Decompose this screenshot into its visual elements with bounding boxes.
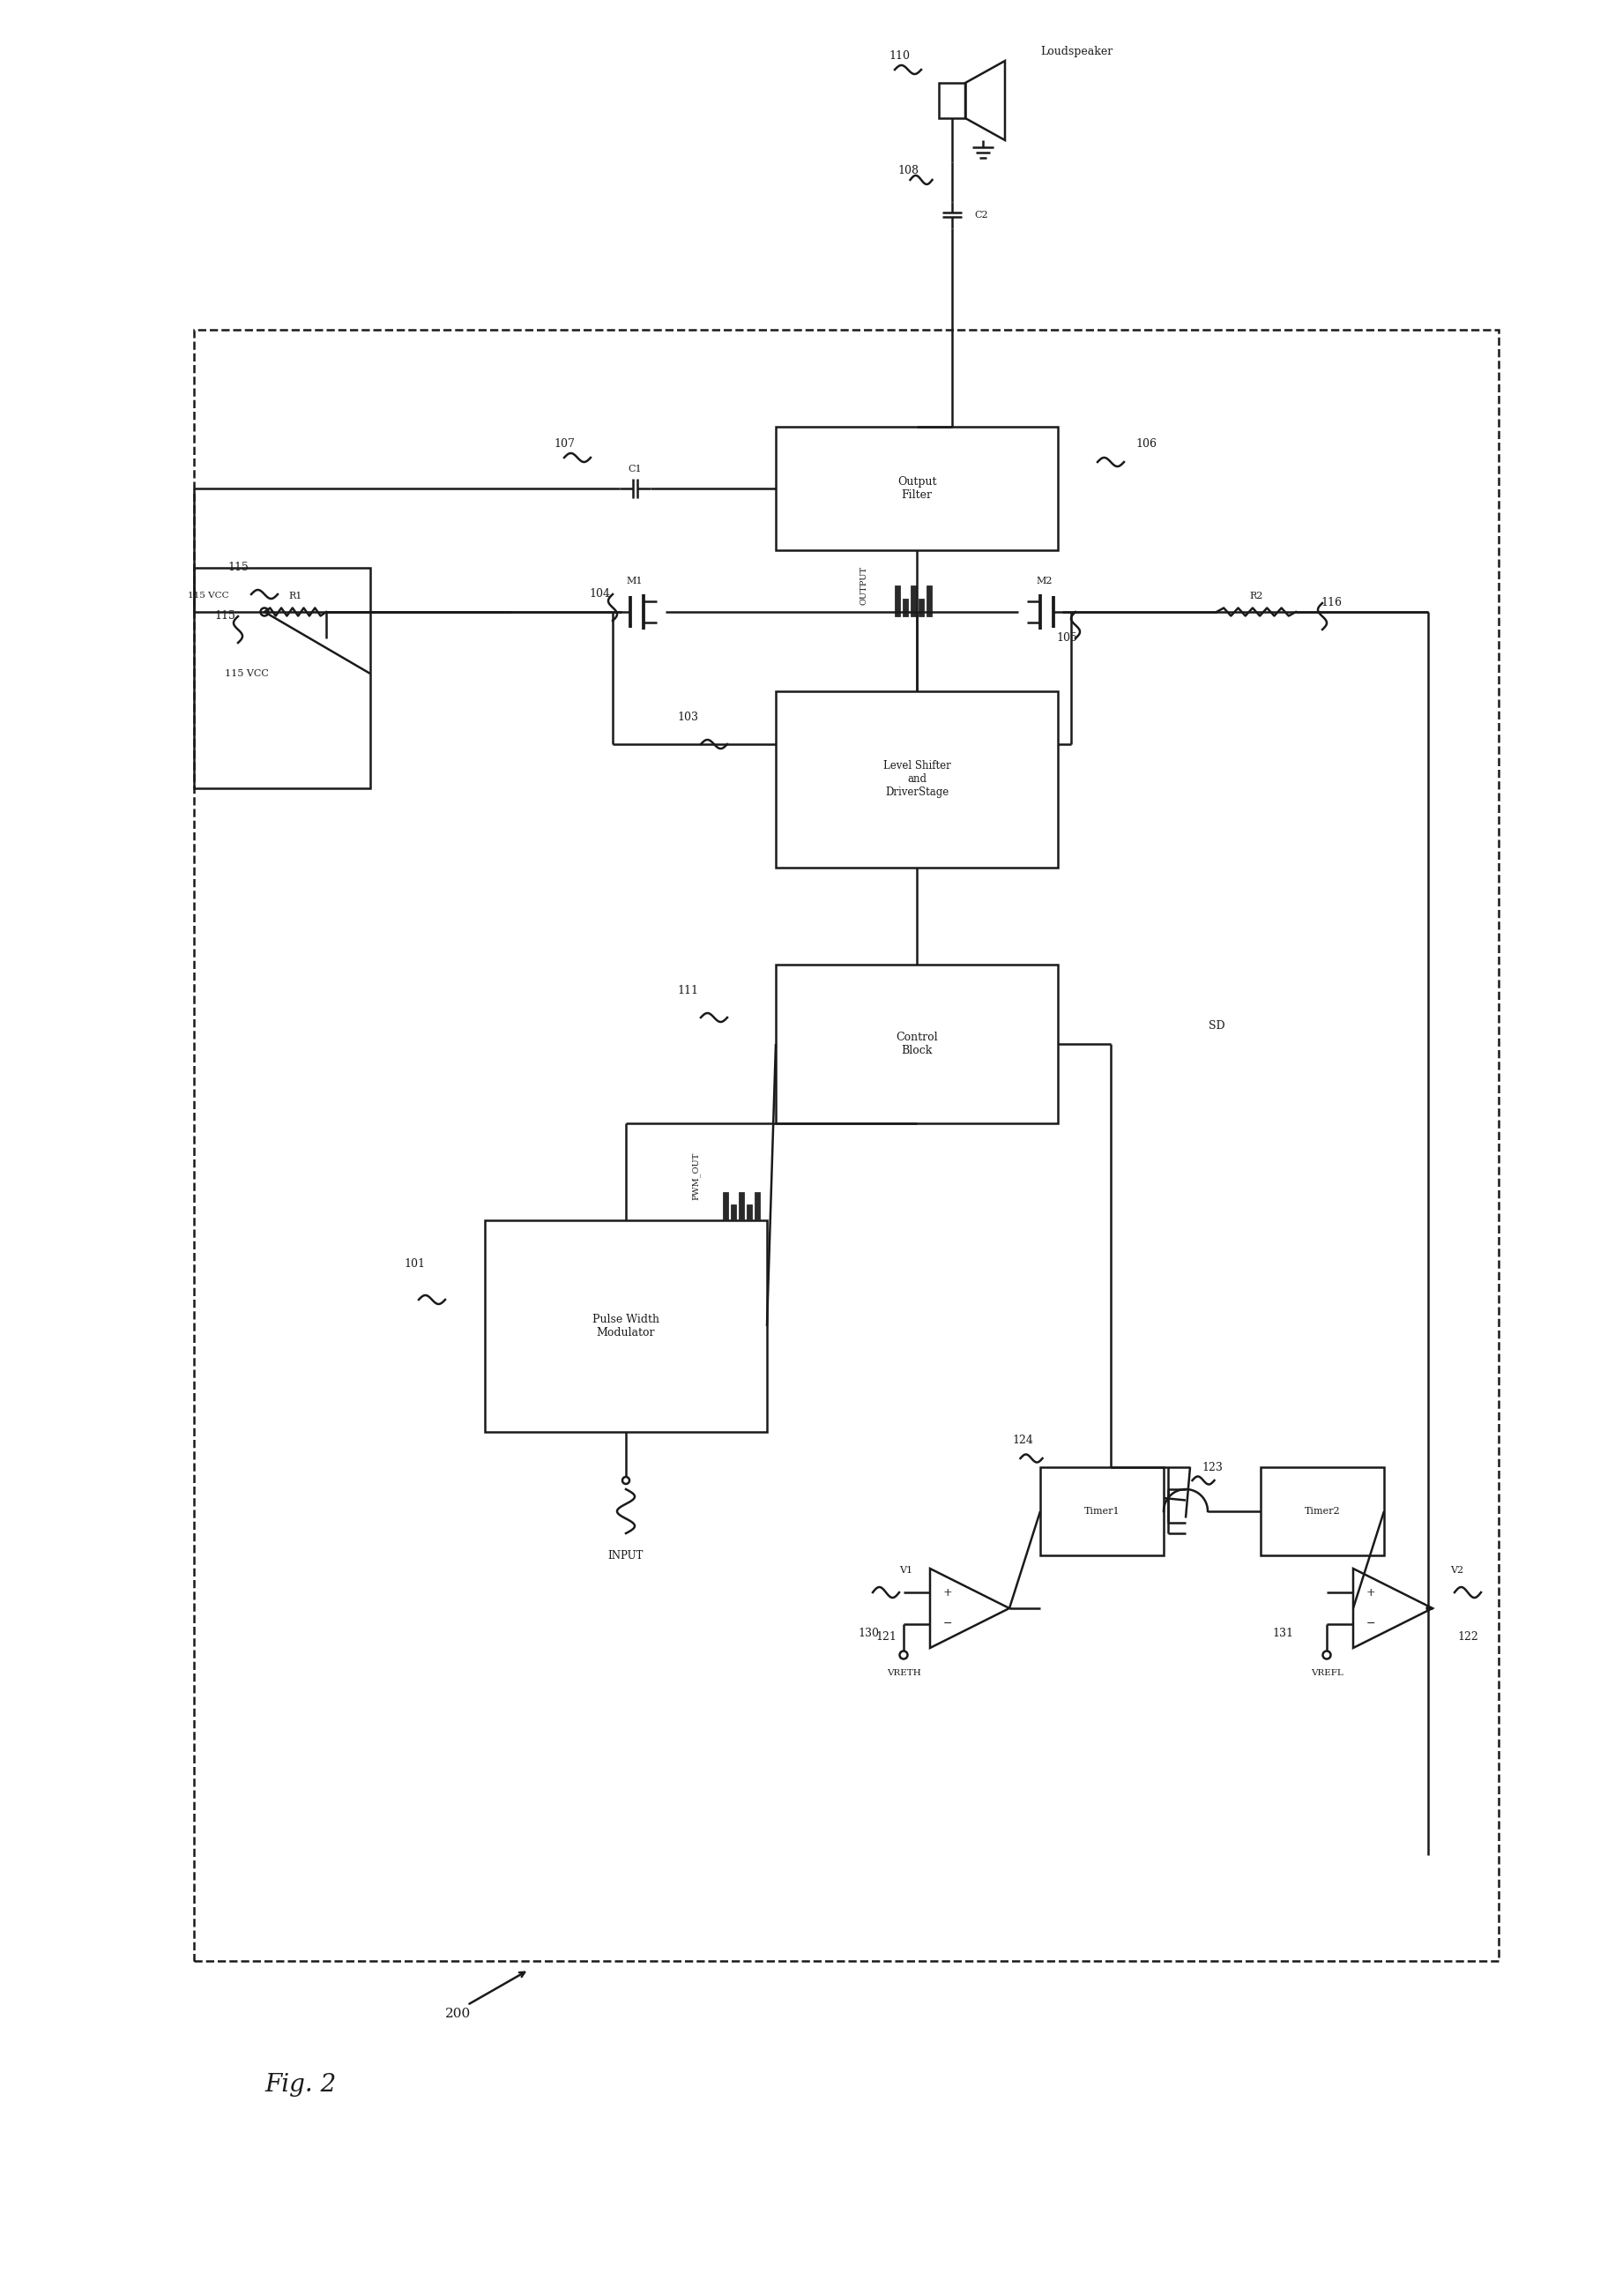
Text: 107: 107 [554,439,575,450]
Text: Timer1: Timer1 [1084,1506,1119,1515]
Text: Level Shifter
and
DriverStage: Level Shifter and DriverStage [883,760,951,799]
Text: V1: V1 [900,1566,912,1575]
Bar [911,585,916,615]
Text: 115: 115 [215,611,236,622]
Text: +: + [943,1587,953,1598]
Bar [724,1192,728,1219]
Text: 111: 111 [677,985,698,996]
Bar [1040,1467,1164,1554]
Text: Fig. 2: Fig. 2 [265,2073,336,2096]
Text: 200: 200 [446,2007,472,2020]
Bar [732,1205,736,1219]
Text: +: + [1366,1587,1376,1598]
Bar [738,1192,745,1219]
Text: 103: 103 [677,712,698,723]
Text: 101: 101 [404,1258,425,1270]
Bar [1261,1467,1384,1554]
Bar [775,427,1058,551]
Text: C1: C1 [628,464,641,473]
Text: −: − [1366,1619,1376,1630]
Text: Control
Block: Control Block [896,1031,938,1056]
Bar [194,567,370,788]
Text: 115 VCC: 115 VCC [224,668,268,677]
Bar [775,691,1058,868]
Bar [919,599,924,615]
Text: OUTPUT: OUTPUT [859,567,867,604]
Text: 122: 122 [1457,1630,1478,1642]
Bar [775,964,1058,1123]
Bar [194,331,1499,1961]
Text: 104: 104 [589,588,610,599]
Text: V2: V2 [1450,1566,1463,1575]
Text: 121: 121 [875,1630,896,1642]
Text: VREFL: VREFL [1310,1669,1344,1676]
Bar [927,585,932,615]
Text: Pulse Width
Modulator: Pulse Width Modulator [593,1313,659,1339]
Text: R2: R2 [1250,592,1263,602]
Text: VRETH: VRETH [887,1669,921,1676]
Text: Output
Filter: Output Filter [898,475,937,501]
Text: 131: 131 [1273,1628,1294,1639]
Text: M2: M2 [1037,576,1053,585]
Text: 115: 115 [228,563,249,574]
Bar [903,599,908,615]
Text: 123: 123 [1202,1463,1223,1474]
Text: 115 VCC: 115 VCC [187,592,229,599]
Bar [895,585,900,615]
Text: C2: C2 [974,211,988,220]
Text: Loudspeaker: Loudspeaker [1040,46,1113,57]
Text: Timer2: Timer2 [1305,1506,1340,1515]
Text: 106: 106 [1135,439,1156,450]
Text: 124: 124 [1013,1435,1034,1446]
Bar [938,83,966,117]
Text: INPUT: INPUT [609,1550,644,1561]
Text: SD: SD [1208,1022,1224,1033]
Text: M1: M1 [627,576,643,585]
Bar [746,1205,753,1219]
Text: R1: R1 [289,592,302,602]
Circle shape [1426,1607,1429,1609]
Text: 130: 130 [858,1628,879,1639]
Text: PWM_OUT: PWM_OUT [693,1153,701,1201]
Text: 116: 116 [1321,597,1342,608]
Bar [484,1219,767,1433]
Text: 110: 110 [888,51,909,62]
Bar [754,1192,761,1219]
Text: 105: 105 [1056,634,1077,645]
Text: −: − [943,1619,953,1630]
Text: 108: 108 [898,165,919,177]
